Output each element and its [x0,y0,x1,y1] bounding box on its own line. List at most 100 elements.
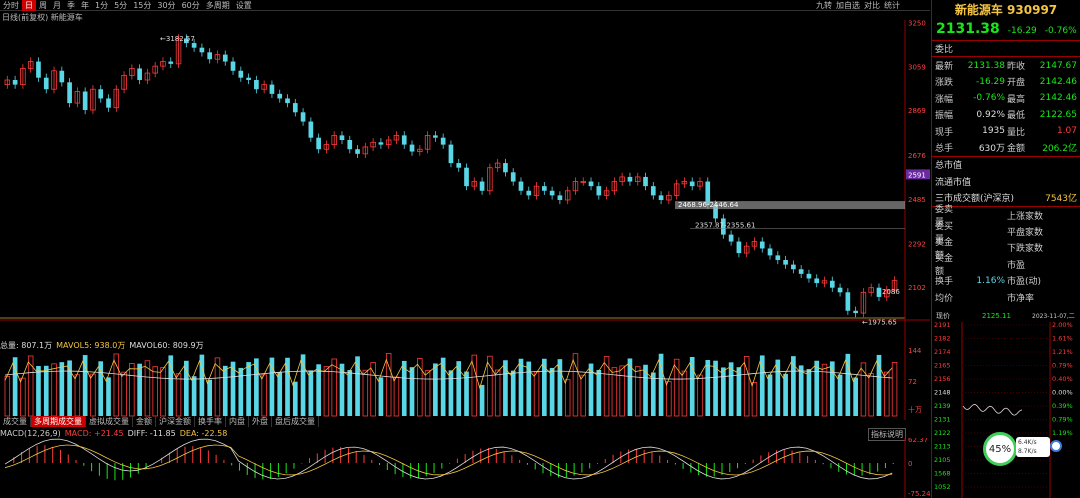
candle-112 [876,287,882,297]
volume-tab-5[interactable]: 换手率 [195,416,226,427]
candle-76 [596,186,602,196]
period-tab-12[interactable]: 设置 [235,0,252,10]
candle-19 [152,65,158,74]
volume-bar-28 [222,365,228,416]
indicator-help-button[interactable]: 指标说明 [868,428,906,441]
candle-113 [884,289,890,298]
toolbar-right-2[interactable]: 对比 [864,0,880,10]
candle-8 [67,82,72,104]
candle-94 [736,241,742,254]
accelerator-icon[interactable] [1050,440,1062,452]
period-tab-7[interactable]: 5分 [114,0,128,10]
candle-102 [798,269,804,274]
period-tab-2[interactable]: 周 [39,0,47,10]
volume-bar-49 [385,352,392,417]
volume-bar-5 [43,365,49,416]
volume-bar-58 [456,361,462,416]
candle-52 [409,144,415,152]
volume-bar-12 [98,361,104,416]
candle-18 [144,72,151,81]
intraday-mini-chart[interactable]: 现价 2125.11 2023-11-07,二 2191 2182 2174 2165 215… [932,310,1080,498]
candle-67 [526,190,532,196]
toolbar-right-0[interactable]: 九转 [816,0,832,10]
candle-65 [510,172,516,182]
volume-tab-1[interactable]: 多周期成交量 [31,416,86,427]
period-tab-10[interactable]: 60分 [181,0,200,10]
period-tab-4[interactable]: 季 [67,0,75,10]
candle-96 [751,241,758,247]
candle-107 [837,287,843,293]
candle-26 [207,52,213,60]
volume-tab-2[interactable]: 虚拟成交量 [86,416,133,427]
mini-label: 现价 [936,312,950,320]
candle-101 [791,264,796,270]
mini-right-tick-6: 0.39% [1052,402,1073,410]
candle-6 [51,70,57,90]
volume-bar-67 [526,361,532,416]
candle-99 [775,255,781,260]
current-label: 2086 [882,288,900,296]
candle-46 [362,146,369,155]
volume-bar-20 [160,367,166,417]
candle-33 [261,84,267,90]
candle-79 [619,176,625,182]
period-tab-3[interactable]: 月 [53,0,61,10]
market-row-0: 总市值 [935,161,963,172]
candle-110 [860,291,867,314]
quote-row-4: 振幅 0.92% 最低 2122.65 [935,109,1077,122]
volume-tab-7[interactable]: 外盘 [249,416,272,427]
candle-7 [59,70,65,83]
candle-105 [821,280,828,284]
network-speed-badge[interactable]: 45% [983,432,1017,466]
candle-73 [572,181,579,192]
candle-24 [191,43,197,48]
volume-tab-6[interactable]: 内盘 [226,416,249,427]
volume-bar-80 [627,358,633,416]
candle-15 [121,74,127,90]
mini-right-tick-2: 1.21% [1052,348,1073,356]
candle-74 [580,181,586,183]
volume-tab-0[interactable]: 成交量 [0,416,31,427]
candle-91 [713,204,718,219]
volume-bar-109 [853,377,858,416]
volume-bar-33 [261,374,267,417]
period-tab-5[interactable]: 年 [81,0,89,10]
candle-93 [728,234,734,242]
volume-tab-8[interactable]: 盘后成交量 [272,416,319,427]
volume-indicator-tabs: 成交量 多周期成交量 虚拟成交量 金额 沪深金额 换手率 内盘 外盘 盘后成交量 [0,416,319,427]
kline-chart[interactable]: 3250 3059 2869 2676 2485 2292 2102 2591 ←3182.57… [0,20,930,420]
macd-chart[interactable]: 62.37 0 -75.24 [0,438,930,498]
volume-tab-3[interactable]: 金额 [133,416,156,427]
period-tab-6[interactable]: 1分 [95,0,109,10]
breadth-row-1: 委买量 平盘家数 [935,221,1044,245]
toolbar-right-1[interactable]: 加自选 [836,0,860,10]
period-tab-1[interactable]: 日 [22,0,36,11]
macd-tick-0: 62.37 [908,438,928,444]
volume-tab-4[interactable]: 沪深金额 [156,416,195,427]
candle-22 [175,38,182,65]
volume-bar-69 [542,358,547,416]
candle-77 [603,190,610,196]
period-tab-0[interactable]: 分时 [3,0,19,10]
volume-bar-53 [417,358,423,417]
macd-legend-2: DIFF: -11.85 [127,429,176,438]
period-tab-8[interactable]: 15分 [133,0,152,10]
volume-bar-72 [564,379,571,417]
volume-bar-68 [533,371,540,417]
mini-left-tick-2: 2174 [934,348,951,356]
candle-11 [90,88,96,111]
volume-bar-7 [59,362,65,416]
range-label-2: 2357.87-2355.61 [695,221,755,229]
volume-bar-43 [339,363,345,416]
period-tab-11[interactable]: 多周期 [205,0,230,10]
volume-bar-74 [580,374,586,417]
volume-bar-97 [759,355,765,416]
candle-68 [533,185,540,196]
candle-98 [767,248,773,256]
candle-23 [184,38,189,44]
market-row-2: 三市成交额(沪深京) 7543亿 [935,194,1077,205]
volume-bar-73 [572,353,579,417]
toolbar-right-3[interactable]: 统计 [884,0,900,10]
volume-bar-112 [876,354,882,416]
period-tab-9[interactable]: 30分 [157,0,176,10]
